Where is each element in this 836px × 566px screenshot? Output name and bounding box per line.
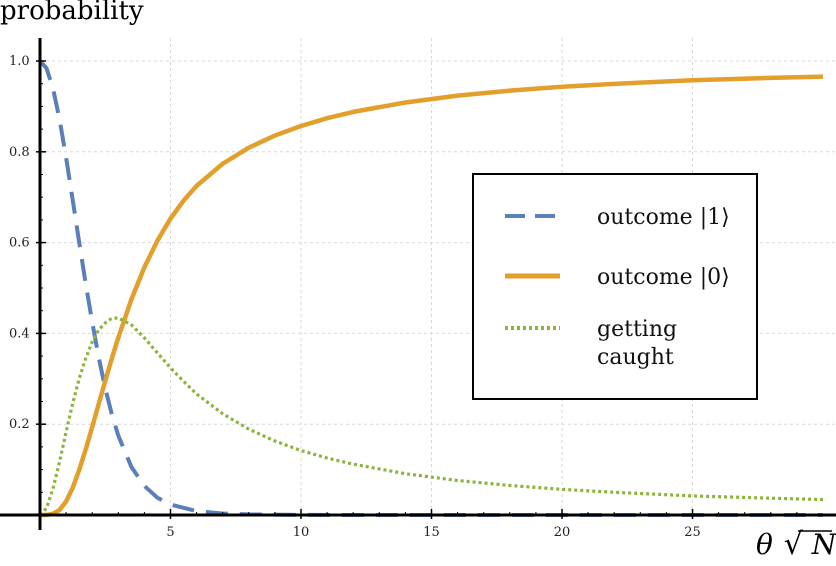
grid-lines [40, 38, 836, 515]
legend-label-getting-caught: getting caught [597, 317, 684, 370]
x-tick-label-0: 5 [166, 525, 174, 540]
y-tick-label-0: 0.2 [9, 417, 30, 432]
x-tick-label-1: 10 [293, 525, 310, 540]
x-tick-label-4: 25 [684, 525, 701, 540]
axis-ticks: 5 10 15 20 25 0.2 0.4 0.6 0.8 1.0 [9, 54, 798, 540]
x-axis-title-theta: θ [756, 528, 773, 561]
x-tick-label-2: 15 [423, 525, 440, 540]
legend-label-getting-caught-line-2: caught [597, 345, 674, 370]
legend-label-getting-caught-line-1: getting [597, 317, 677, 342]
legend: outcome |1⟩ outcome |0⟩ getting caught [472, 173, 758, 400]
x-axis-title-sqrt: √ [784, 527, 804, 562]
legend-label-outcome-0: outcome |0⟩ [597, 265, 730, 290]
series-line-getting-caught [38, 316, 824, 517]
legend-box [472, 173, 758, 400]
series-line-outcome-0 [39, 74, 824, 518]
x-tick-label-3: 20 [554, 525, 571, 540]
x-axis-title-n: N [811, 528, 836, 561]
y-tick-label-1: 0.4 [9, 326, 30, 341]
y-tick-label-3: 0.8 [9, 145, 30, 160]
y-tick-label-2: 0.6 [9, 236, 30, 251]
y-axis-title: probability [0, 0, 144, 26]
x-axis-title: θ √ N [756, 527, 836, 562]
y-tick-label-4: 1.0 [9, 54, 30, 69]
legend-label-outcome-1: outcome |1⟩ [597, 205, 730, 230]
